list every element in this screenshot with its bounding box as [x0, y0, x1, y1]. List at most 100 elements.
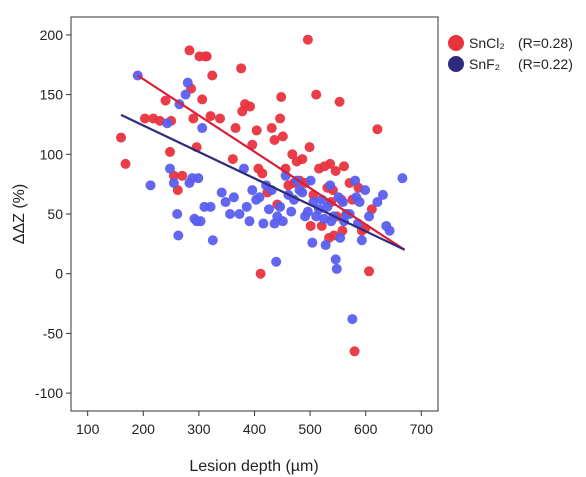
point-snf2	[172, 209, 183, 219]
point-sncl2	[311, 89, 322, 100]
point-sncl2	[304, 142, 315, 153]
point-snf2	[205, 201, 216, 212]
point-snf2	[277, 216, 288, 227]
point-snf2	[297, 187, 308, 198]
legend: SnCl₂ (R=0.28) SnF₂ (R=0.22)	[448, 35, 573, 72]
y-tick-label: 150	[40, 87, 64, 103]
point-snf2	[258, 218, 269, 229]
point-sncl2	[247, 139, 258, 150]
x-tick-label: 200	[132, 421, 156, 437]
point-snf2	[305, 175, 316, 186]
point-sncl2	[302, 34, 313, 45]
point-sncl2	[269, 134, 280, 145]
point-sncl2	[230, 123, 241, 134]
y-tick-label: 50	[47, 206, 63, 222]
point-snf2	[220, 197, 231, 208]
point-snf2	[275, 201, 286, 212]
point-snf2	[331, 263, 342, 274]
point-snf2	[271, 256, 282, 267]
y-tick-label: 0	[55, 266, 63, 282]
point-sncl2	[276, 91, 287, 102]
x-tick-label: 100	[76, 421, 100, 437]
x-tick-label: 700	[410, 421, 434, 437]
point-sncl2	[164, 146, 175, 157]
legend-label-snf2: SnF₂	[469, 56, 500, 72]
point-sncl2	[334, 96, 345, 107]
x-axis-title: Lesion depth (µm)	[189, 458, 318, 475]
point-sncl2	[197, 94, 208, 105]
x-tick-label: 600	[354, 421, 378, 437]
y-tick-label: -50	[43, 325, 63, 341]
x-tick-label: 400	[243, 421, 267, 437]
point-snf2	[207, 235, 218, 246]
point-sncl2	[177, 170, 188, 181]
point-snf2	[356, 235, 367, 246]
point-snf2	[216, 187, 227, 198]
point-sncl2	[339, 161, 350, 172]
point-snf2	[254, 192, 265, 203]
legend-marker-sncl2	[448, 35, 464, 51]
point-sncl2	[188, 113, 199, 124]
point-sncl2	[297, 154, 308, 165]
x-tick-label: 300	[187, 421, 211, 437]
point-snf2	[330, 254, 341, 265]
point-snf2	[182, 77, 193, 88]
point-sncl2	[116, 132, 127, 143]
point-sncl2	[305, 220, 316, 231]
legend-label-sncl2: SnCl₂	[469, 35, 505, 51]
point-sncl2	[207, 70, 218, 81]
point-snf2	[164, 163, 175, 174]
y-axis: -100 -50 0 50 100 150 200	[35, 27, 71, 401]
point-snf2	[377, 189, 388, 200]
legend-marker-snf2	[448, 56, 464, 72]
point-snf2	[347, 314, 358, 325]
point-snf2	[335, 232, 346, 243]
point-sncl2	[364, 266, 375, 277]
point-sncl2	[120, 158, 131, 169]
point-snf2	[354, 197, 365, 208]
point-snf2	[397, 173, 408, 184]
point-sncl2	[205, 111, 216, 122]
x-axis: 100 200 300 400 500 600 700	[76, 411, 433, 437]
point-snf2	[193, 173, 204, 184]
point-snf2	[195, 216, 206, 227]
point-snf2	[384, 225, 395, 236]
point-sncl2	[139, 113, 150, 124]
point-snf2	[197, 123, 208, 134]
point-snf2	[145, 180, 156, 191]
point-snf2	[286, 206, 297, 217]
y-tick-label: -100	[35, 385, 63, 401]
point-snf2	[173, 230, 184, 241]
point-snf2	[180, 89, 191, 100]
point-sncl2	[201, 51, 212, 62]
point-snf2	[307, 237, 318, 248]
point-snf2	[350, 175, 361, 186]
point-snf2	[360, 185, 371, 196]
point-snf2	[228, 192, 239, 203]
point-snf2	[168, 177, 179, 188]
point-snf2	[247, 185, 258, 196]
point-snf2	[337, 197, 348, 208]
point-snf2	[302, 206, 313, 217]
trend-lines	[120, 74, 406, 251]
point-sncl2	[245, 101, 256, 112]
point-sncl2	[349, 346, 360, 357]
point-snf2	[372, 197, 383, 208]
point-sncl2	[251, 125, 262, 136]
point-snf2	[320, 240, 331, 251]
point-snf2	[234, 209, 245, 219]
point-sncl2	[236, 63, 247, 74]
y-tick-label: 100	[40, 146, 64, 162]
point-snf2	[225, 209, 236, 219]
point-snf2	[241, 201, 252, 212]
point-sncl2	[257, 168, 268, 179]
legend-r-value-snf2: (R=0.22)	[518, 56, 573, 72]
point-snf2	[162, 118, 173, 129]
point-snf2	[364, 211, 375, 222]
trend-line-snf2	[120, 113, 406, 251]
trend-line-sncl2	[137, 74, 406, 251]
point-snf2	[325, 180, 336, 191]
point-sncl2	[330, 166, 341, 177]
point-sncl2	[184, 45, 195, 56]
